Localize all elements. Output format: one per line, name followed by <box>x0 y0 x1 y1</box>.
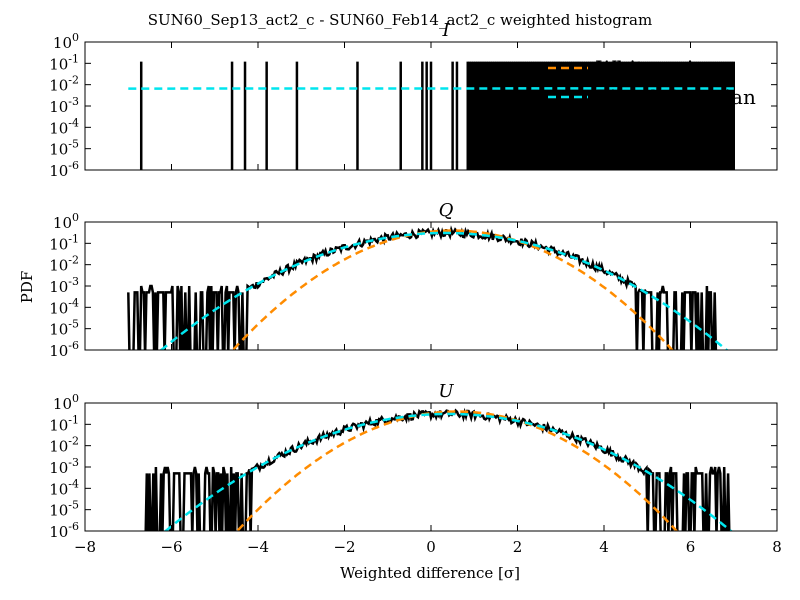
y-tick-label: 10-5 <box>49 318 79 339</box>
x-tick-label: 4 <box>599 538 609 556</box>
legend: White noise Fitted Gaussian data <box>548 56 756 137</box>
fitted-gaussian-line <box>163 412 733 531</box>
x-tick-label: 8 <box>772 538 782 556</box>
y-tick-label: 10-6 <box>49 339 79 360</box>
y-tick-label: 10-4 <box>49 296 79 317</box>
y-tick-label: 10-5 <box>49 138 79 159</box>
y-tick-label: 10-6 <box>49 159 79 180</box>
y-tick-label: 10-6 <box>49 520 79 541</box>
y-tick-label: 10-2 <box>49 74 79 95</box>
y-tick-label: 10-3 <box>49 95 79 116</box>
y-tick-label: 10-5 <box>49 499 79 520</box>
plot-area <box>128 61 735 170</box>
x-tick-label: −4 <box>247 538 269 556</box>
x-tick-label: 0 <box>426 538 436 556</box>
x-tick-label: −6 <box>160 538 182 556</box>
y-tick-label: 10-1 <box>49 52 79 73</box>
legend-label: data <box>596 113 641 137</box>
panel-title: I <box>441 20 450 41</box>
plot-area <box>127 225 729 350</box>
y-tick-label: 10-4 <box>49 116 79 137</box>
figure-title: SUN60_Sep13_act2_c - SUN60_Feb14_act2_c … <box>148 11 652 29</box>
y-tick-label: 10-3 <box>49 456 79 477</box>
y-tick-label: 10-2 <box>49 435 79 456</box>
fitted-gaussian-line <box>159 231 729 350</box>
x-tick-label: −8 <box>74 538 96 556</box>
y-tick-label: 10-4 <box>49 477 79 498</box>
plot-area <box>144 407 733 531</box>
panel-title: U <box>438 381 454 402</box>
panel-title: Q <box>439 200 454 221</box>
white-noise-line <box>231 229 674 350</box>
y-tick-label: 100 <box>53 392 79 413</box>
y-axis-label: PDF <box>18 271 36 304</box>
y-tick-label: 10-3 <box>49 275 79 296</box>
y-tick-label: 100 <box>53 211 79 232</box>
x-tick-label: 6 <box>686 538 696 556</box>
white-noise-line <box>235 410 679 531</box>
x-axis-label: Weighted difference [σ] <box>340 564 520 582</box>
x-tick-label: 2 <box>513 538 523 556</box>
y-tick-label: 10-1 <box>49 232 79 253</box>
legend-label: White noise <box>596 56 715 80</box>
x-tick-label: −2 <box>333 538 355 556</box>
y-tick-label: 10-2 <box>49 254 79 275</box>
y-tick-label: 100 <box>53 31 79 52</box>
y-tick-label: 10-1 <box>49 413 79 434</box>
legend-label: Fitted Gaussian <box>596 85 756 109</box>
panel-u: U −8 −6 −4 −2 0 2 4 6 8 10010-110-210-310-410-510-… <box>49 381 782 556</box>
